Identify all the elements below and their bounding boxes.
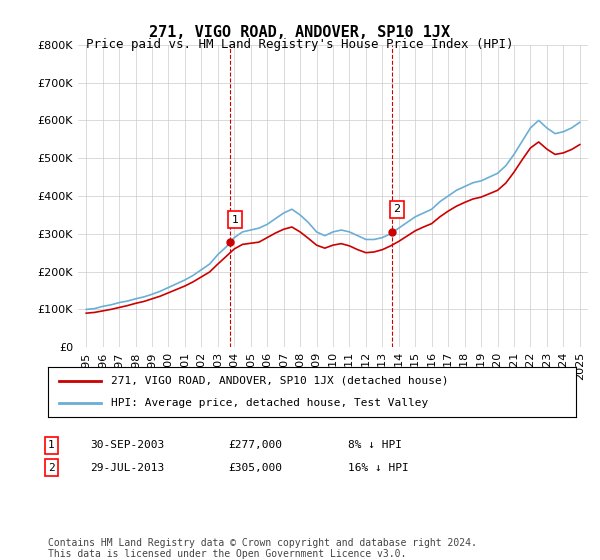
Text: 2: 2 (393, 204, 400, 214)
Text: Price paid vs. HM Land Registry's House Price Index (HPI): Price paid vs. HM Land Registry's House … (86, 38, 514, 51)
Text: 271, VIGO ROAD, ANDOVER, SP10 1JX (detached house): 271, VIGO ROAD, ANDOVER, SP10 1JX (detac… (112, 376, 449, 386)
Text: 8% ↓ HPI: 8% ↓ HPI (348, 440, 402, 450)
Text: £277,000: £277,000 (228, 440, 282, 450)
Text: 30-SEP-2003: 30-SEP-2003 (90, 440, 164, 450)
Text: 29-JUL-2013: 29-JUL-2013 (90, 463, 164, 473)
Text: £305,000: £305,000 (228, 463, 282, 473)
Text: 1: 1 (232, 215, 239, 225)
Text: 271, VIGO ROAD, ANDOVER, SP10 1JX: 271, VIGO ROAD, ANDOVER, SP10 1JX (149, 25, 451, 40)
Text: 2: 2 (48, 463, 55, 473)
Text: 16% ↓ HPI: 16% ↓ HPI (348, 463, 409, 473)
Text: Contains HM Land Registry data © Crown copyright and database right 2024.
This d: Contains HM Land Registry data © Crown c… (48, 538, 477, 559)
Text: HPI: Average price, detached house, Test Valley: HPI: Average price, detached house, Test… (112, 398, 428, 408)
Text: 1: 1 (48, 440, 55, 450)
